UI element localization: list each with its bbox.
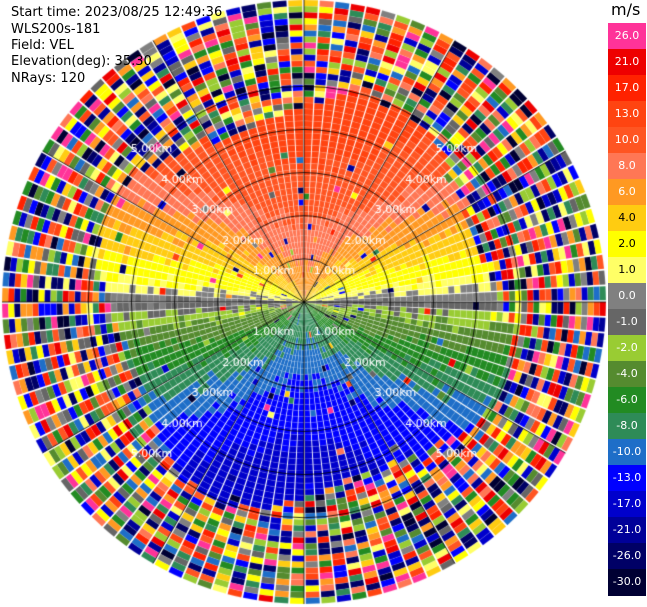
colorbar-tick-label: 21.0 [614, 55, 640, 68]
colorbar-segment [608, 75, 646, 102]
instrument-label: WLS200s-181 [11, 22, 101, 37]
colorbar-segment [608, 179, 646, 206]
colorbar-segment [608, 543, 646, 570]
nrays-label: NRays: 120 [11, 71, 86, 86]
colorbar-tick-label: 1.0 [618, 263, 636, 276]
colorbar-segment [608, 127, 646, 154]
start-time-label: Start time: 2023/08/25 12:49:36 [11, 5, 223, 20]
colorbar-segment [608, 257, 646, 284]
colorbar-segment [608, 465, 646, 492]
colorbar-segment [608, 205, 646, 232]
colorbar-tick-label: -21.0 [612, 523, 642, 536]
colorbar-segment [608, 283, 646, 310]
colorbar-segment [608, 439, 646, 466]
colorbar-tick-label: 4.0 [618, 211, 636, 224]
colorbar-tick-label: -8.0 [616, 419, 638, 432]
colorbar-tick-label: 6.0 [618, 185, 636, 198]
colorbar-segment [608, 361, 646, 388]
colorbar-segment [608, 49, 646, 76]
colorbar-tick-label: -30.0 [612, 575, 642, 588]
colorbar-tick-label: -10.0 [612, 445, 642, 458]
colorbar-tick-label: 13.0 [614, 107, 640, 120]
colorbar-segment [608, 153, 646, 180]
colorbar-segment [608, 309, 646, 336]
colorbar-segment [608, 387, 646, 414]
colorbar-segment [608, 569, 646, 596]
field-label: Field: VEL [11, 38, 74, 53]
colorbar-segment [608, 231, 646, 258]
colorbar-tick-label: 8.0 [618, 159, 636, 172]
colorbar-tick-label: -26.0 [612, 549, 642, 562]
colorbar-tick-label: -4.0 [616, 367, 638, 380]
colorbar-unit: m/s [611, 0, 641, 19]
colorbar-tick-label: -2.0 [616, 341, 638, 354]
colorbar-tick-label: -6.0 [616, 393, 638, 406]
elevation-label: Elevation(deg): 35.30 [11, 54, 152, 69]
colorbar-segment [608, 335, 646, 362]
colorbar-segment [608, 23, 646, 50]
colorbar-tick-label: 2.0 [618, 237, 636, 250]
colorbar-segment [608, 101, 646, 128]
colorbar: 26.0 21.0 17.0 13.0 10.0 8.0 6.0 4.0 2.0 1.0 0.0 -1… [608, 23, 646, 596]
colorbar-tick-label: -13.0 [612, 471, 642, 484]
colorbar-tick-label: 26.0 [614, 29, 640, 42]
colorbar-tick-label: -17.0 [612, 497, 642, 510]
colorbar-tick-label: -1.0 [616, 315, 638, 328]
colorbar-segment [608, 413, 646, 440]
colorbar-tick-label: 0.0 [618, 289, 636, 302]
colorbar-tick-label: 10.0 [614, 133, 640, 146]
colorbar-tick-label: 17.0 [614, 81, 640, 94]
colorbar-segment [608, 517, 646, 544]
colorbar-segment [608, 491, 646, 518]
